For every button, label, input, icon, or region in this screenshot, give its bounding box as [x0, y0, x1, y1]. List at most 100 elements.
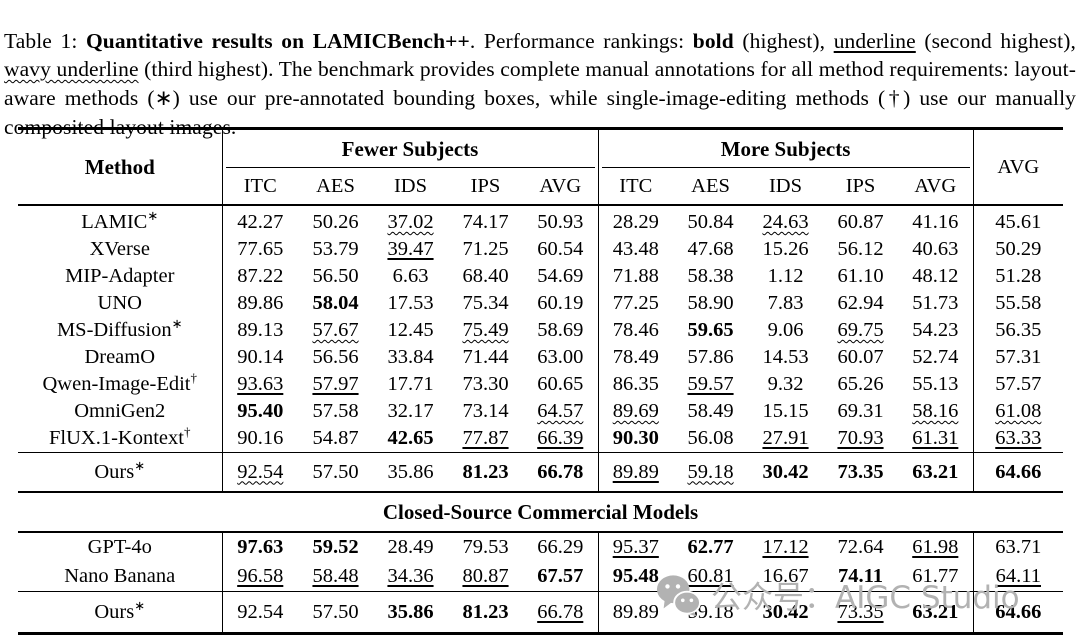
column-header: ITC: [597, 168, 674, 206]
metric-cell: 57.97: [312, 373, 359, 395]
metric-cell: 74.11: [838, 565, 884, 587]
table-row: Ours∗ 92.54 57.50 35.86 81.23 66.78 89.89 59.18…: [18, 452, 1064, 493]
metric-cell: 59.57: [687, 373, 734, 395]
metric-cell: 64.11: [972, 562, 1064, 592]
metric-cell: 58.90: [687, 292, 734, 314]
metric-cell: 56.08: [687, 427, 734, 449]
metric-cell: 56.35: [972, 317, 1064, 344]
metric-cell: 71.25: [462, 238, 509, 260]
section-header-row: Closed-Source Commercial Models: [18, 492, 1064, 533]
method-marker: ∗: [147, 208, 159, 224]
column-header: AES: [673, 168, 749, 206]
metric-cell: 97.63: [221, 532, 298, 562]
method-name: Nano Banana: [64, 565, 176, 587]
metric-cell: 48.12: [912, 265, 959, 287]
metric-cell: 58.04: [312, 292, 359, 314]
column-header: AVG: [898, 168, 974, 206]
metric-cell: 92.54: [221, 591, 298, 634]
metric-cell: 50.26: [312, 211, 359, 233]
metric-cell: 95.48: [597, 562, 674, 592]
metric-cell: 27.91: [762, 427, 809, 449]
metric-cell: 50.29: [972, 236, 1064, 263]
metric-cell: 41.16: [912, 211, 959, 233]
metric-cell: 66.29: [537, 536, 584, 558]
table-row: GPT-4o 97.63 59.52 28.49 79.53 66.29 95.37 62.7…: [18, 532, 1064, 562]
column-header: ITC: [221, 168, 298, 206]
table-row: FlUX.1-Kontext† 90.16 54.87 42.65 77.87 66.39…: [18, 425, 1064, 453]
metric-cell: 15.26: [762, 238, 809, 260]
method-name: Ours∗: [18, 591, 222, 634]
metric-cell: 81.23: [448, 591, 523, 634]
column-header-method: Method: [18, 128, 222, 206]
metric-cell: 90.30: [597, 425, 674, 453]
metric-cell: 63.00: [537, 346, 584, 368]
metric-cell: 90.16: [221, 425, 298, 453]
group-header-fewer-subjects: Fewer Subjects: [221, 128, 599, 168]
metric-cell: 55.13: [912, 373, 959, 395]
column-header: IDS: [748, 168, 824, 206]
metric-cell: 58.38: [687, 265, 734, 287]
metric-cell: 30.42: [748, 452, 824, 493]
metric-cell: 57.67: [312, 319, 359, 341]
metric-cell: 56.56: [312, 346, 359, 368]
metric-cell: 58.69: [537, 319, 584, 341]
method-name: LAMIC∗: [81, 208, 159, 233]
caption-segment: bold: [692, 28, 734, 53]
metric-cell: 78.49: [597, 344, 674, 371]
metric-cell: 59.52: [312, 536, 359, 558]
method-name: GPT-4o: [87, 536, 152, 558]
metric-cell: 73.30: [462, 373, 509, 395]
caption-segment: Quantitative results on LAMICBench++: [85, 28, 470, 53]
table-row: MS-Diffusion∗ 89.13 57.67 12.45 75.49 58.69 78…: [18, 316, 1064, 344]
table-row: MIP-Adapter 87.22 56.50 6.63 68.40 54.69 71.88…: [18, 263, 1064, 290]
metric-cell: 65.26: [837, 373, 884, 395]
metric-cell: 35.86: [373, 452, 448, 493]
metric-cell: 61.31: [912, 427, 959, 449]
metric-cell: 71.44: [462, 346, 509, 368]
metric-cell: 56.12: [837, 238, 884, 260]
metric-cell: 34.36: [387, 565, 434, 587]
metric-cell: 42.27: [221, 205, 298, 236]
table-row: XVerse 77.65 53.79 39.47 71.25 60.54 43.48 47.6…: [18, 236, 1064, 263]
open-source-rows: LAMIC∗ 42.27 50.26 37.02 74.17 50.93 28.29 50.8…: [18, 205, 1064, 493]
method-name: UNO: [97, 292, 142, 314]
table-row: Qwen-Image-Edit† 93.63 57.97 17.71 73.30 60.6…: [18, 371, 1064, 398]
metric-cell: 9.32: [767, 373, 804, 395]
metric-cell: 28.29: [597, 205, 674, 236]
column-header: AVG: [523, 168, 599, 206]
metric-cell: 59.65: [687, 319, 734, 341]
metric-cell: 32.17: [387, 400, 434, 422]
metric-cell: 69.75: [837, 319, 884, 341]
group-label: Fewer Subjects: [341, 136, 479, 161]
metric-cell: 17.12: [762, 536, 809, 558]
metric-cell: 12.45: [387, 319, 434, 341]
metric-cell: 50.93: [537, 211, 584, 233]
metric-cell: 86.35: [597, 371, 674, 398]
metric-cell: 80.87: [462, 565, 509, 587]
metric-cell: 90.14: [221, 344, 298, 371]
metric-cell: 57.58: [312, 400, 359, 422]
metric-cell: 53.79: [312, 238, 359, 260]
method-marker: ∗: [171, 316, 183, 332]
metric-cell: 60.87: [837, 211, 884, 233]
column-header-avg: AVG: [972, 128, 1064, 206]
metric-cell: 93.63: [221, 371, 298, 398]
metric-cell: 51.28: [972, 263, 1064, 290]
metric-cell: 62.77: [687, 536, 734, 558]
metric-cell: 77.65: [221, 236, 298, 263]
metric-cell: 64.66: [972, 591, 1064, 634]
results-table: Method Fewer Subjects More Subjects AVG …: [18, 127, 1064, 635]
metric-cell: 55.58: [972, 290, 1064, 317]
closed-source-rows: GPT-4o 97.63 59.52 28.49 79.53 66.29 95.37 62.7…: [18, 532, 1064, 634]
caption-segment: wavy underline: [4, 57, 139, 82]
metric-cell: 57.50: [298, 591, 373, 634]
metric-cell: 96.58: [221, 562, 298, 592]
metric-cell: 75.34: [462, 292, 509, 314]
metric-cell: 92.54: [221, 452, 298, 493]
metric-cell: 14.53: [762, 346, 809, 368]
group-underline-rule: [601, 167, 970, 168]
metric-cell: 28.49: [387, 536, 434, 558]
metric-cell: 61.10: [837, 265, 884, 287]
metric-cell: 43.48: [597, 236, 674, 263]
metric-cell: 37.02: [387, 211, 434, 233]
